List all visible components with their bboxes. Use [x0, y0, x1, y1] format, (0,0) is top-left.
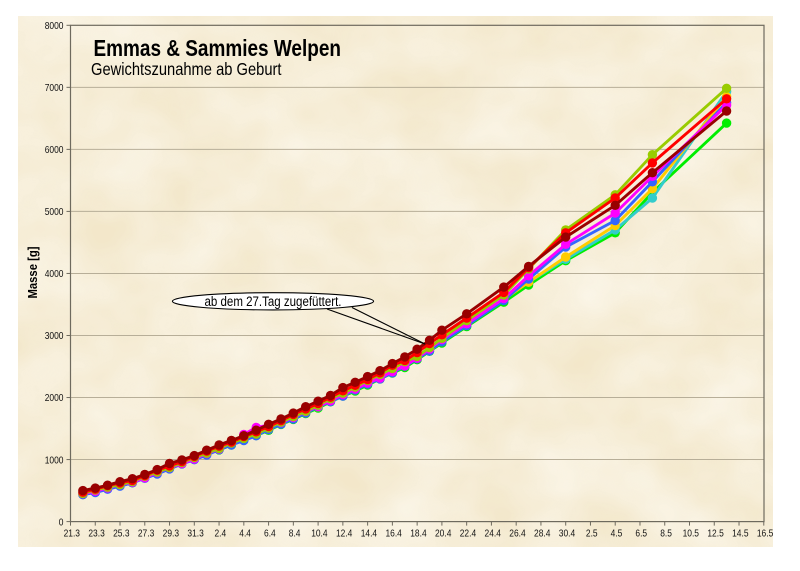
svg-text:3000: 3000: [45, 331, 64, 342]
svg-text:16.5: 16.5: [757, 529, 774, 540]
svg-text:ab dem 27.Tag zugefüttert.: ab dem 27.Tag zugefüttert.: [205, 294, 342, 309]
svg-text:4.4: 4.4: [239, 529, 251, 540]
svg-text:20.4: 20.4: [435, 529, 452, 540]
svg-text:8.5: 8.5: [660, 529, 672, 540]
svg-text:10.4: 10.4: [311, 529, 328, 540]
svg-text:0: 0: [59, 517, 64, 528]
svg-text:5000: 5000: [45, 207, 64, 218]
svg-text:8.4: 8.4: [289, 529, 301, 540]
svg-text:28.4: 28.4: [534, 529, 551, 540]
svg-text:2000: 2000: [45, 393, 64, 404]
svg-text:1000: 1000: [45, 455, 64, 466]
svg-text:16.4: 16.4: [385, 529, 402, 540]
svg-text:14.5: 14.5: [732, 529, 749, 540]
svg-text:18.4: 18.4: [410, 529, 427, 540]
svg-text:7000: 7000: [45, 83, 64, 94]
svg-text:23.3: 23.3: [88, 529, 105, 540]
svg-text:6.4: 6.4: [264, 529, 276, 540]
svg-text:Gewichtszunahme ab Geburt: Gewichtszunahme ab Geburt: [91, 59, 282, 79]
svg-text:6000: 6000: [45, 145, 64, 156]
svg-text:12.4: 12.4: [336, 529, 353, 540]
svg-text:8000: 8000: [45, 21, 64, 32]
svg-text:12.5: 12.5: [707, 529, 724, 540]
svg-text:2.5: 2.5: [586, 529, 598, 540]
svg-text:30.4: 30.4: [559, 529, 576, 540]
svg-text:4.5: 4.5: [611, 529, 623, 540]
svg-text:14.4: 14.4: [361, 529, 378, 540]
svg-text:Masse [g]: Masse [g]: [25, 247, 40, 299]
svg-text:29.3: 29.3: [163, 529, 180, 540]
svg-text:21.3: 21.3: [64, 529, 81, 540]
svg-text:Emmas & Sammies Welpen: Emmas & Sammies Welpen: [94, 35, 342, 61]
svg-text:24.4: 24.4: [485, 529, 502, 540]
svg-text:27.3: 27.3: [138, 529, 155, 540]
svg-text:31.3: 31.3: [187, 529, 204, 540]
svg-text:6.5: 6.5: [635, 529, 647, 540]
svg-text:25.3: 25.3: [113, 529, 130, 540]
svg-text:22.4: 22.4: [460, 529, 477, 540]
svg-text:26.4: 26.4: [509, 529, 526, 540]
svg-text:10.5: 10.5: [683, 529, 700, 540]
svg-text:4000: 4000: [45, 269, 64, 280]
svg-text:2.4: 2.4: [215, 529, 227, 540]
